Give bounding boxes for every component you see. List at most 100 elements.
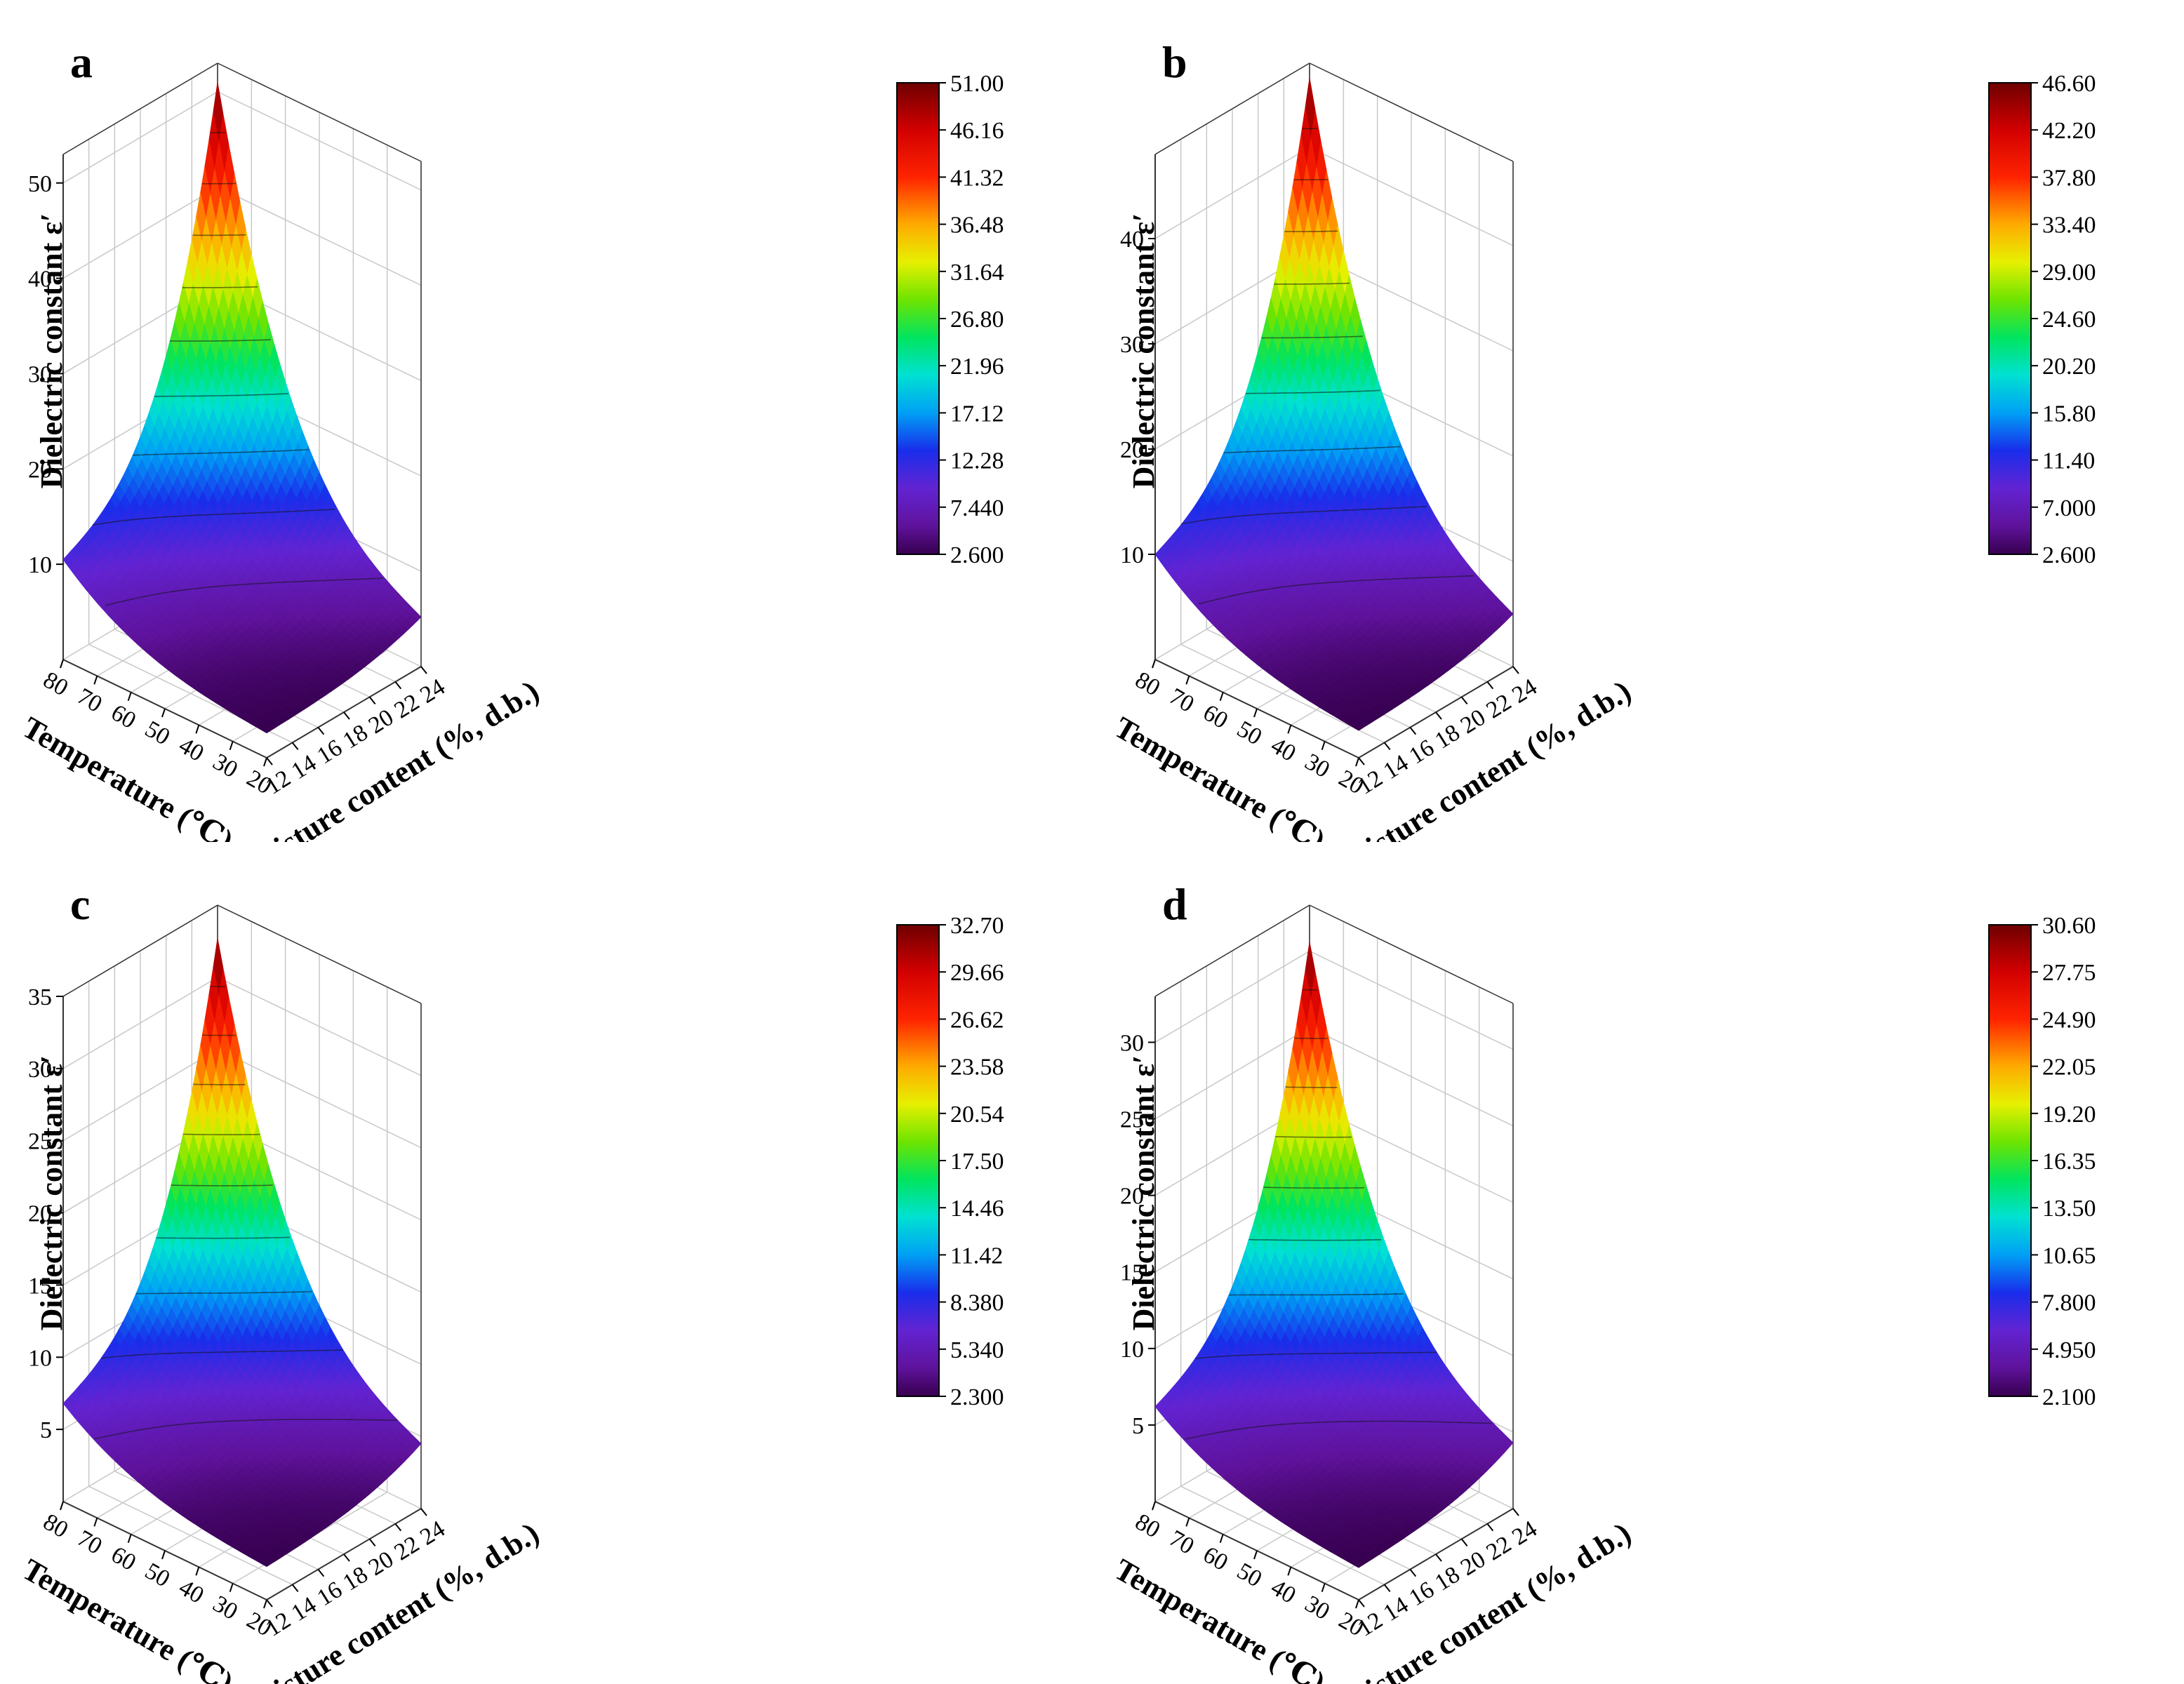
colorbar-label: 51.00 [950, 71, 1004, 97]
x-tick-mark [1253, 708, 1258, 718]
x-tick-label: 50 [1232, 716, 1266, 750]
y-tick-mark [1460, 696, 1468, 704]
y-tick-mark [368, 696, 376, 704]
colorbar-label: 37.80 [2042, 165, 2096, 191]
y-tick-mark [317, 1569, 325, 1577]
surface [62, 82, 422, 734]
z-tick-label: 20 [1120, 437, 1144, 463]
y-tick-label: 14 [1379, 750, 1413, 784]
x-tick-mark [1185, 676, 1190, 685]
contour-lines [93, 132, 383, 606]
y-tick-label: 24 [415, 674, 449, 708]
y-tick-label: 14 [287, 1592, 321, 1626]
x-tick-mark [1219, 692, 1224, 701]
wall-gridline [62, 1049, 218, 1142]
colorbar-label: 17.50 [950, 1149, 1004, 1175]
x-tick-label: 60 [107, 1542, 140, 1576]
x-tick-label: 60 [107, 700, 140, 734]
x-tick-mark [1321, 741, 1326, 750]
y-tick-mark [420, 1508, 427, 1516]
colorbar-label: 8.380 [950, 1290, 1004, 1316]
y-tick-mark [1383, 742, 1391, 750]
colorbar: 32.7029.6626.6223.5820.5417.5014.4611.42… [896, 913, 1004, 1410]
x-tick-mark [60, 1501, 64, 1511]
x-tick-label: 30 [208, 1591, 242, 1625]
colorbar-label: 33.40 [2042, 213, 2096, 239]
chart-panel-c: 5 10 15 20 25 30 35 80 70 60 50 40 30 20 12 14 16 18 20 22 2… [0, 842, 1092, 1684]
colorbar-label: 41.32 [950, 165, 1004, 191]
x-tick-label: 50 [140, 1558, 174, 1592]
surface [1154, 77, 1514, 731]
z-tick-label: 5 [40, 1417, 52, 1443]
x-tick-label: 30 [1300, 749, 1334, 783]
y-tick-label: 22 [1482, 689, 1516, 723]
wall-gridline [62, 186, 218, 279]
surface [62, 938, 422, 1568]
contour-line [1245, 389, 1380, 394]
contour-line [1284, 230, 1338, 232]
y-tick-mark [394, 681, 402, 690]
contour-line [154, 393, 288, 397]
colorbar-label: 20.20 [2042, 354, 2096, 380]
z-tick-label: 30 [1120, 332, 1144, 358]
y-tick-mark [1435, 711, 1442, 720]
colorbar-label: 17.12 [950, 401, 1004, 427]
z-tick-label: 15 [28, 1273, 52, 1299]
contour-line [193, 1083, 246, 1085]
x-tick-label: 40 [175, 733, 208, 767]
y-tick-mark [266, 1599, 273, 1608]
y-tick-label: 18 [1430, 719, 1464, 754]
y-tick-label: 16 [313, 735, 347, 769]
colorbar-label: 2.600 [950, 542, 1004, 568]
y-tick-mark [266, 757, 273, 766]
y-tick-label: 18 [338, 1561, 372, 1596]
contour-line [192, 234, 246, 236]
colorbar-label: 46.16 [950, 118, 1004, 144]
x-tick-label: 30 [208, 749, 242, 783]
colorbar-label: 11.40 [2042, 448, 2095, 474]
surface-facet [1352, 724, 1364, 731]
y-tick-label: 22 [390, 689, 424, 723]
colorbar-gradient [896, 82, 940, 555]
y-tick-mark [368, 1538, 376, 1546]
wall-gridline [1309, 147, 1514, 246]
x-tick-label: 70 [73, 683, 107, 718]
x-tick-mark [1355, 757, 1359, 767]
contour-line [1261, 335, 1363, 339]
x-tick-mark [195, 725, 200, 734]
wall-gridline [1309, 950, 1514, 1050]
colorbar-label: 31.64 [950, 260, 1004, 286]
colorbar-label: 20.54 [950, 1102, 1004, 1128]
x-tick-mark [1287, 725, 1292, 734]
x-tick-mark [263, 757, 267, 767]
y-tick-mark [394, 1523, 402, 1532]
y-tick-mark [1486, 681, 1494, 690]
contour-line [94, 1419, 397, 1440]
box-edge [217, 904, 422, 1004]
box-edge [62, 62, 218, 155]
z-tick-label: 25 [28, 1129, 52, 1155]
colorbar-label: 5.340 [950, 1337, 1004, 1363]
wall-gridline [217, 91, 422, 191]
y-tick-label: 12 [261, 1607, 295, 1641]
panel-letter: b [1162, 37, 1187, 87]
colorbar-label: 24.60 [2042, 307, 2096, 333]
colorbar-label: 29.00 [2042, 260, 2096, 286]
y-tick-label: 24 [415, 1516, 449, 1550]
contour-lines [1181, 128, 1474, 605]
x-tick-mark [161, 708, 166, 718]
colorbar-label: 7.000 [2042, 495, 2096, 521]
z-tick-label: 10 [28, 1345, 52, 1371]
colorbar-label: 26.62 [950, 1007, 1004, 1033]
wall-gridline [1154, 950, 1310, 1043]
y-tick-mark [291, 742, 299, 750]
y-tick-mark [1409, 727, 1417, 735]
wall-gridline [1154, 147, 1310, 239]
contour-line [1274, 282, 1350, 285]
x-tick-mark [229, 1583, 234, 1592]
box-edge [1309, 904, 1514, 1004]
contour-line [182, 286, 258, 288]
wall-gridline [217, 977, 422, 1076]
